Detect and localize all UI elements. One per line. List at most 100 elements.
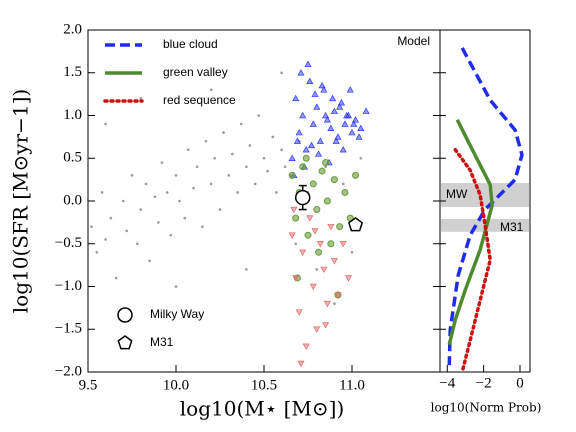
- milky-way-point: [294, 189, 311, 206]
- y-tick-label: −1.5: [55, 321, 82, 337]
- y-axis-label: log10(SFR [M⊙yr−1]): [9, 89, 33, 313]
- scatter-point: [330, 107, 338, 114]
- scatter-point: [187, 148, 190, 151]
- scatter-point: [302, 154, 310, 162]
- legend-marker: [117, 307, 133, 323]
- x-tick-label: −2: [476, 375, 492, 391]
- scatter-point: [280, 148, 283, 151]
- scatter-point: [355, 133, 363, 140]
- scatter-point: [311, 90, 319, 97]
- scatter-point: [248, 144, 252, 147]
- scatter-point: [323, 197, 331, 205]
- x-tick-label: −4: [439, 375, 455, 391]
- scatter-point: [362, 107, 370, 114]
- y-tick-label: −0.5: [55, 235, 82, 251]
- scatter-point: [316, 137, 324, 144]
- scatter-point: [330, 176, 338, 184]
- legend-marker: [117, 335, 133, 350]
- scatter-point: [299, 163, 307, 171]
- scatter-point: [327, 223, 335, 231]
- x-tick-label: 11.0: [339, 377, 365, 393]
- scatter-point: [148, 259, 151, 263]
- scatter-point: [135, 242, 139, 246]
- scatter-point: [323, 116, 331, 123]
- scatter-point: [302, 146, 310, 153]
- scatter-point: [304, 60, 312, 67]
- scatter-point: [280, 71, 283, 75]
- scatter-point: [104, 122, 107, 126]
- band-label: M31: [500, 220, 524, 234]
- scatter-point: [218, 208, 222, 211]
- scatter-point: [306, 215, 314, 222]
- scatter-point: [257, 114, 261, 117]
- scatter-point: [341, 182, 345, 186]
- scatter-point: [271, 135, 275, 139]
- x-tick-label: 9.5: [79, 377, 98, 393]
- scatter-point: [308, 141, 316, 149]
- scatter-point: [297, 69, 305, 76]
- scatter-point: [337, 99, 345, 106]
- scatter-point: [359, 156, 363, 160]
- scatter-point: [350, 120, 358, 127]
- scatter-point: [222, 131, 225, 134]
- scatter-point: [292, 214, 300, 222]
- scatter-point: [295, 309, 303, 316]
- scatter-point: [104, 238, 107, 241]
- scatter-point: [144, 182, 148, 186]
- scatter-point: [295, 128, 303, 136]
- scatter-point: [313, 206, 321, 214]
- scatter-point: [169, 233, 173, 237]
- scatter-point: [165, 191, 169, 194]
- scatter-point: [239, 122, 243, 126]
- scatter-point: [318, 167, 326, 175]
- scatter-point: [90, 225, 93, 228]
- scatter-point: [183, 216, 187, 220]
- scatter-point: [309, 283, 317, 291]
- scatter-point: [352, 116, 360, 123]
- y-tick-label: 2.0: [63, 21, 82, 37]
- x-tick-label: 10.0: [163, 377, 189, 393]
- scatter-point: [275, 191, 278, 194]
- main-frame: [87, 29, 441, 373]
- scatter-point: [236, 191, 239, 194]
- scatter-point: [334, 133, 342, 140]
- scatter-point: [309, 120, 317, 127]
- scatter-point: [341, 188, 349, 196]
- scatter-point: [322, 322, 330, 329]
- legend-label: red sequence: [163, 93, 236, 107]
- scatter-point: [266, 169, 269, 173]
- scatter-point: [322, 159, 330, 167]
- line: [447, 47, 524, 366]
- scatter-point: [288, 154, 296, 161]
- scatter-point: [336, 223, 344, 231]
- scatter-point: [231, 152, 234, 156]
- scatter-point: [174, 174, 178, 177]
- scatter-point: [334, 292, 342, 299]
- scatter-point: [288, 232, 296, 239]
- legend-label: Milky Way: [150, 307, 204, 321]
- x-tick-label: 10.5: [251, 377, 277, 393]
- scatter-point: [330, 258, 338, 265]
- scatter-point: [245, 165, 248, 169]
- scatter-point: [297, 360, 305, 368]
- scatter-point: [178, 199, 181, 203]
- scatter-point: [153, 195, 157, 199]
- scatter-point: [204, 139, 208, 143]
- scatter-point: [336, 103, 344, 110]
- m31-point: [347, 217, 364, 232]
- legend-label: M31: [150, 335, 174, 349]
- scatter-point: [327, 124, 335, 132]
- scatter-point: [304, 231, 312, 239]
- scatter-point: [139, 97, 143, 100]
- scatter-point: [245, 268, 248, 271]
- scatter-point: [341, 120, 349, 127]
- scatter-point: [227, 174, 231, 177]
- x-tick-label: 0: [516, 375, 524, 391]
- scatter-point: [192, 186, 195, 190]
- scatter-point: [302, 343, 310, 350]
- scatter-point: [125, 229, 129, 233]
- y-tick-label: −1.0: [55, 278, 82, 294]
- scatter-point: [299, 111, 307, 119]
- scatter-point: [344, 275, 352, 282]
